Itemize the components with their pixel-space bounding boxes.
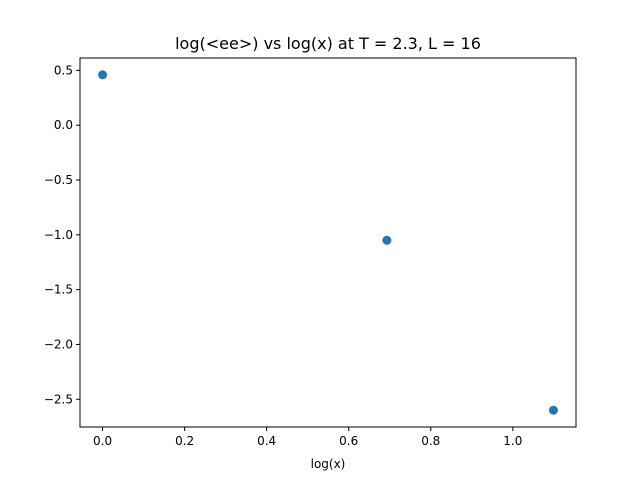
plot-area — [98, 70, 558, 415]
x-tick-label: 0.0 — [93, 434, 112, 448]
chart-title: log(<ee>) vs log(x) at T = 2.3, L = 16 — [175, 34, 481, 53]
x-tick-label: 1.0 — [503, 434, 522, 448]
axes-frame — [79, 57, 577, 428]
y-tick-label: −2.5 — [44, 392, 73, 406]
y-tick-label: 0.0 — [54, 118, 73, 132]
y-tick-label: 0.5 — [54, 63, 73, 77]
y-tick-label: −1.5 — [44, 283, 73, 297]
data-point — [548, 405, 558, 415]
x-tick-label: 0.2 — [175, 434, 194, 448]
y-tick-label: −2.0 — [44, 337, 73, 351]
data-point — [98, 70, 108, 80]
x-tick-label: 0.6 — [339, 434, 358, 448]
x-tick-label: 0.4 — [257, 434, 276, 448]
data-point — [382, 235, 392, 245]
x-tick-label: 0.8 — [421, 434, 440, 448]
x-axis-label: log(x) — [311, 457, 346, 471]
y-tick-label: −1.0 — [44, 228, 73, 242]
y-tick-label: −0.5 — [44, 173, 73, 187]
